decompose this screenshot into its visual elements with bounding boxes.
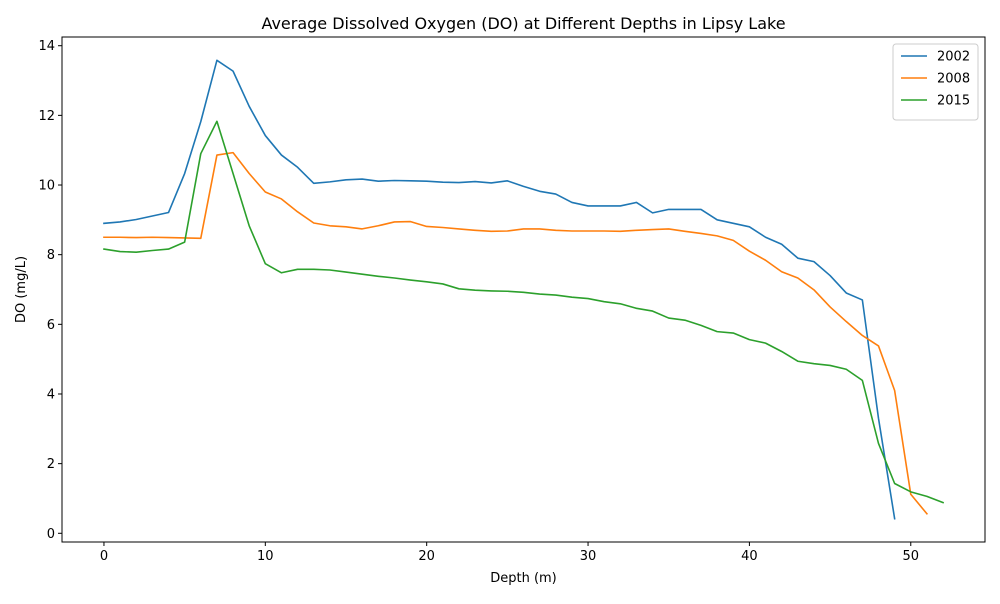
x-tick-label: 50 (902, 549, 919, 564)
y-tick-label: 6 (47, 318, 55, 333)
x-tick-label: 20 (418, 549, 435, 564)
plot-lines (103, 59, 945, 520)
series-line-2002 (103, 59, 896, 520)
y-tick-label: 4 (47, 387, 55, 402)
x-tick-label: 40 (741, 549, 758, 564)
y-axis-label: DO (mg/L) (14, 256, 29, 323)
y-tick-label: 12 (38, 109, 55, 124)
y-tick-label: 2 (47, 457, 55, 472)
legend-label-2015: 2015 (937, 94, 970, 109)
legend-label-2008: 2008 (937, 72, 970, 87)
series-line-2008 (103, 151, 929, 515)
x-tick-label: 10 (257, 549, 274, 564)
axes-frame (61, 36, 986, 543)
legend: 2002 2008 2015 (892, 43, 979, 121)
y-tick-label: 8 (47, 248, 55, 263)
y-tick-label: 14 (38, 39, 55, 54)
legend-label-2002: 2002 (937, 50, 970, 65)
series-line-2015 (103, 120, 945, 504)
y-tick-label: 0 (47, 527, 55, 542)
y-axis-ticks: 0 2 4 6 8 10 12 14 (38, 39, 62, 542)
x-tick-label: 0 (100, 549, 108, 564)
x-axis-ticks: 0 10 20 30 40 50 (100, 542, 919, 564)
y-tick-label: 10 (38, 179, 55, 194)
chart-title: Average Dissolved Oxygen (DO) at Differe… (261, 14, 785, 33)
x-tick-label: 30 (580, 549, 597, 564)
x-axis-label: Depth (m) (490, 571, 557, 586)
legend-box (892, 43, 979, 121)
